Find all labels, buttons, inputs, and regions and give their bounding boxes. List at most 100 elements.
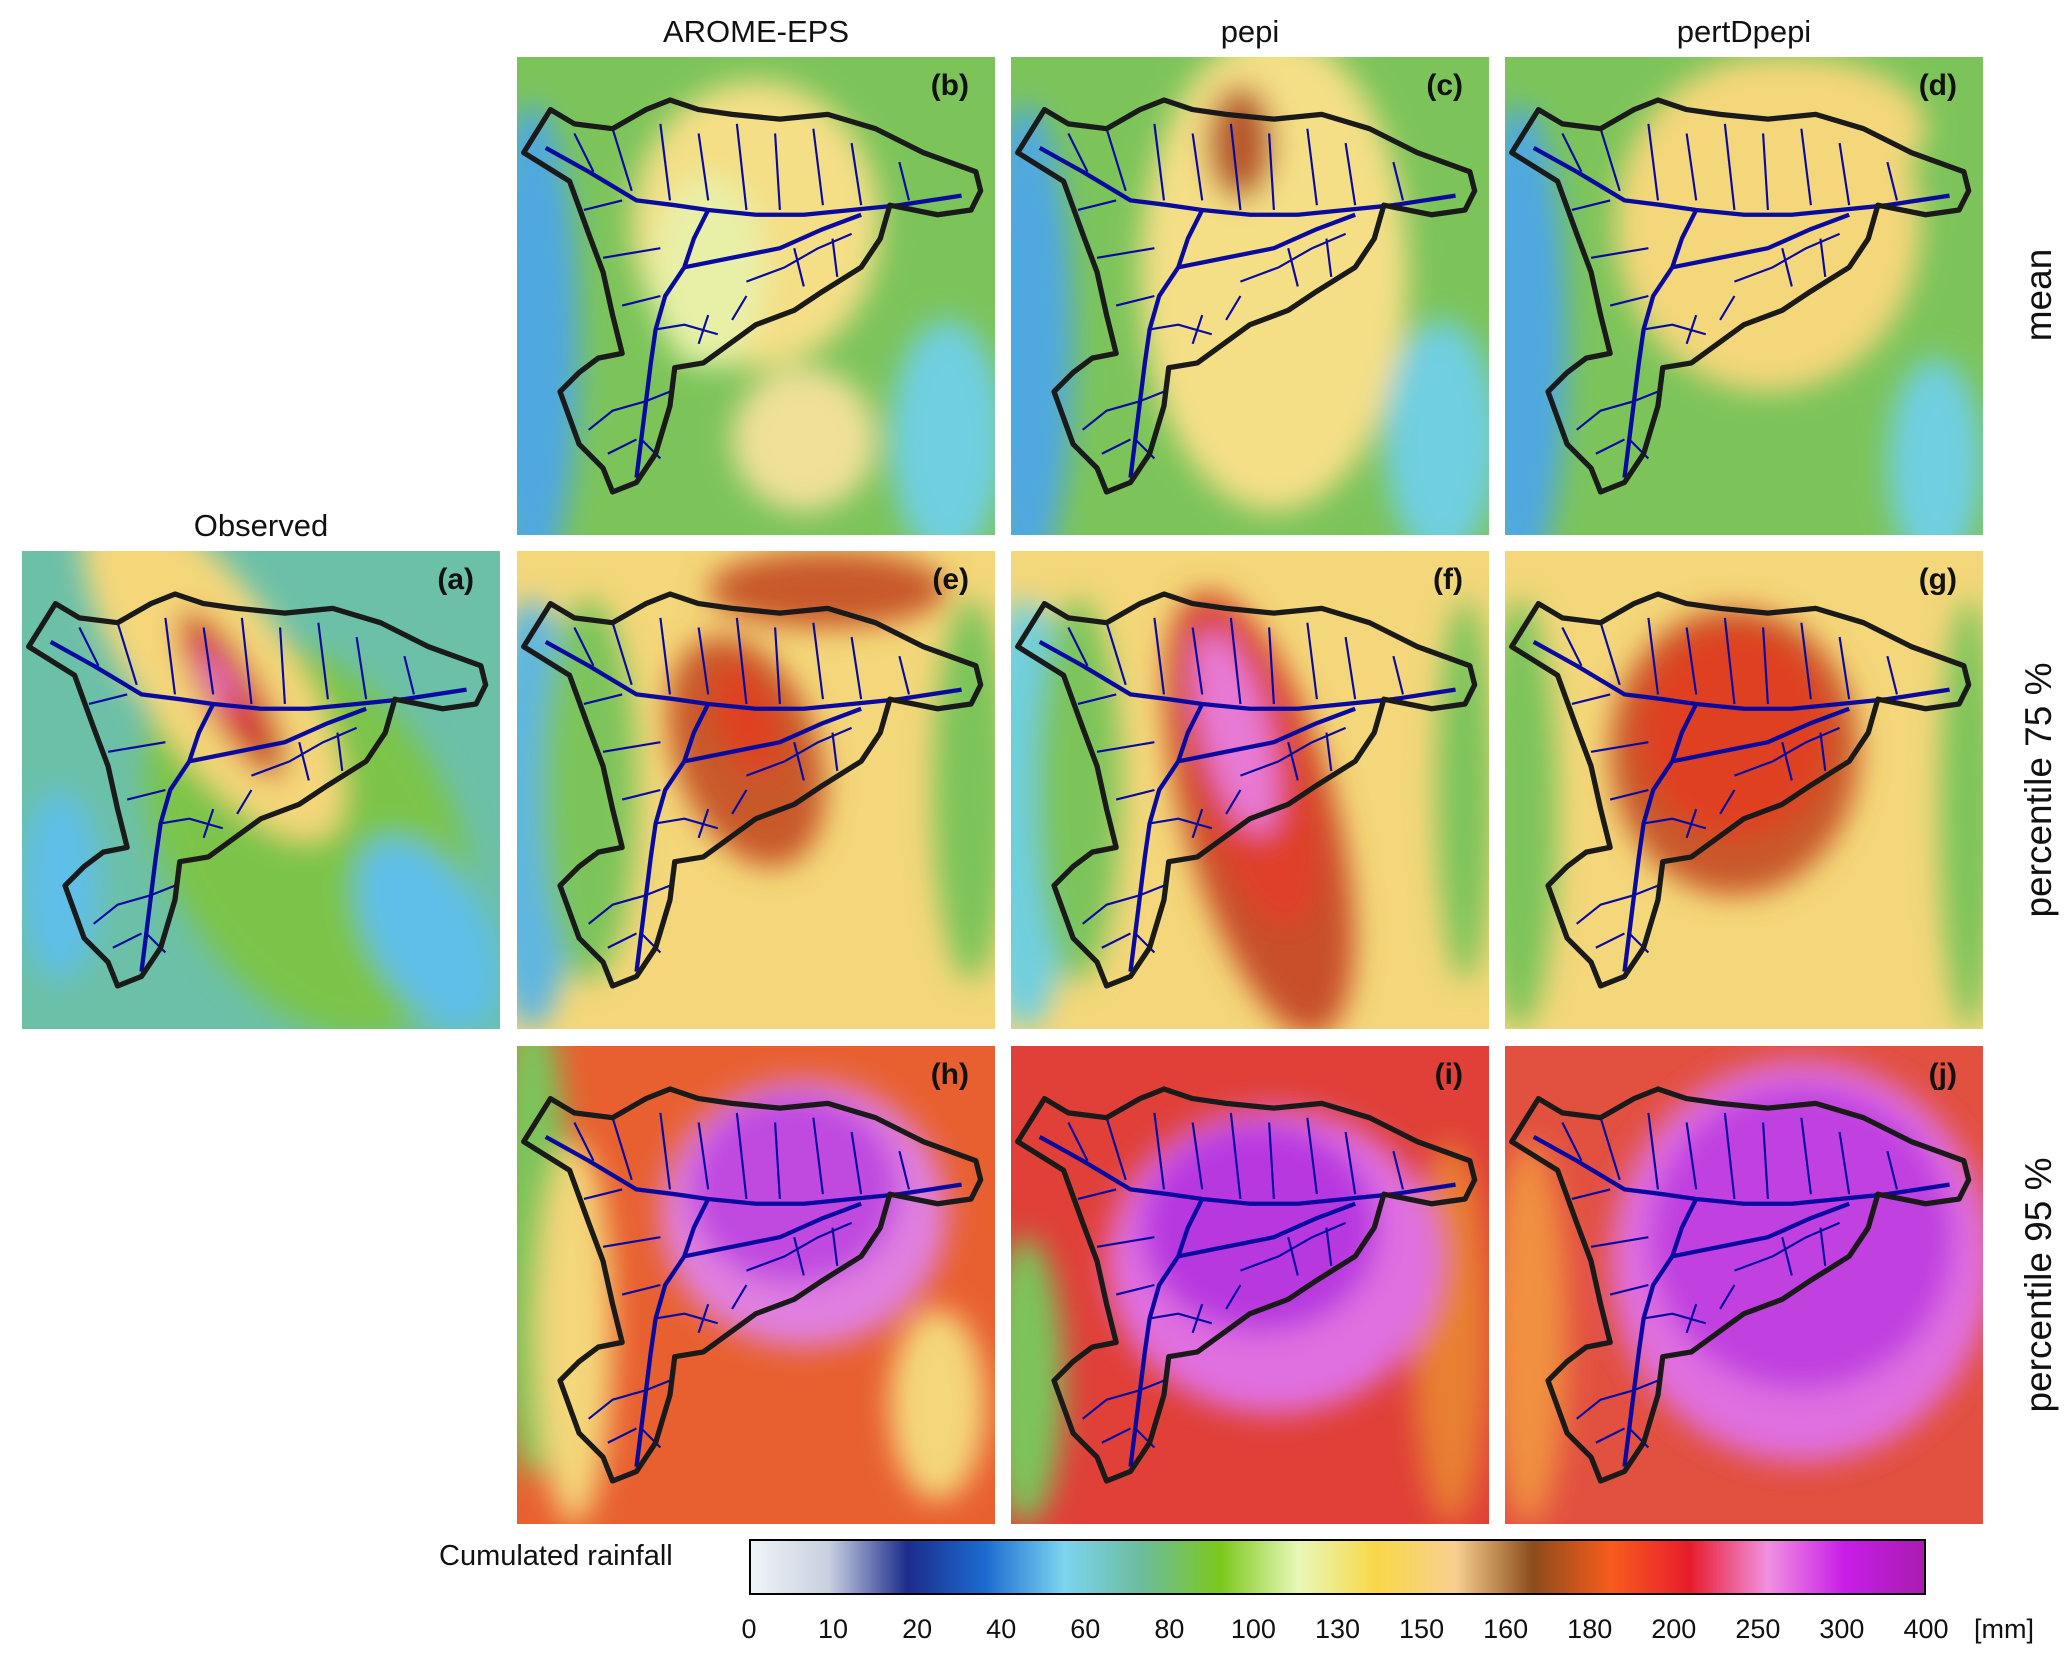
river-line <box>573 1121 595 1162</box>
column-title-pertdpepi: pertDpepi <box>1676 14 1812 49</box>
river-line <box>1561 626 1583 667</box>
river-line <box>1306 1117 1318 1195</box>
river-line <box>1139 390 1165 403</box>
catchment-outline <box>1509 1086 1972 1484</box>
river-line <box>1571 1188 1611 1201</box>
river-line <box>1105 128 1127 192</box>
panel-label: (i) <box>1434 1058 1463 1091</box>
colorbar-tick-label: 200 <box>1651 1614 1697 1644</box>
river-line <box>202 627 215 695</box>
catchment-outline <box>1015 97 1478 495</box>
river-line <box>1838 1131 1851 1195</box>
colorbar-unit: [mm] <box>1974 1614 2034 1644</box>
river-line <box>1633 884 1659 897</box>
river-line <box>1685 627 1698 695</box>
river-line <box>1128 208 1205 478</box>
river-line <box>1038 1134 1456 1206</box>
river-line <box>1344 142 1357 206</box>
river-line <box>1325 238 1333 278</box>
river-line <box>150 884 176 897</box>
river-line <box>1643 1312 1707 1325</box>
river-line <box>588 1389 647 1420</box>
river-line <box>697 1122 710 1190</box>
river-line <box>1325 1227 1333 1267</box>
river-line <box>1115 788 1155 801</box>
panel-g: (g) <box>1505 551 1983 1029</box>
river-line <box>793 741 805 781</box>
river-line <box>1177 706 1356 764</box>
river-line <box>1225 789 1242 815</box>
river-line <box>1838 636 1851 700</box>
colorbar-tick-label: 300 <box>1819 1614 1865 1644</box>
river-line <box>544 145 962 217</box>
river-line <box>202 808 215 839</box>
river-line <box>621 1283 661 1296</box>
river-line <box>1647 1112 1660 1190</box>
river-line <box>1734 726 1841 777</box>
river-line <box>735 1112 748 1200</box>
river-line <box>793 1236 805 1276</box>
river-line <box>812 622 824 700</box>
river-line <box>746 1221 853 1272</box>
colorbar-tick-label: 20 <box>902 1614 933 1644</box>
river-line <box>126 788 166 801</box>
river-line <box>1191 314 1204 345</box>
river-line <box>1719 1284 1736 1310</box>
river-line <box>697 808 710 839</box>
river-line <box>1191 808 1204 839</box>
rainfall-area <box>22 790 99 982</box>
river-line <box>898 1150 911 1190</box>
river-line <box>1590 247 1649 259</box>
river-line <box>1191 1303 1204 1334</box>
rainfall-field-blobs <box>517 1046 986 1524</box>
river-line <box>583 199 623 212</box>
river-line <box>634 208 711 478</box>
river-line <box>621 294 661 307</box>
colorbar-tick-label: 100 <box>1230 1614 1276 1644</box>
catchment-outline <box>1015 1086 1478 1484</box>
panel-label: (g) <box>1918 563 1957 596</box>
river-line <box>1819 1227 1827 1267</box>
river-line <box>236 789 253 815</box>
rainfall-field-blobs <box>1011 57 1489 535</box>
river-line <box>1077 693 1117 706</box>
river-line <box>1038 145 1456 217</box>
river-line <box>1240 1221 1347 1272</box>
column-title-pepi: pepi <box>1220 14 1280 49</box>
river-line <box>735 617 748 705</box>
river-line <box>850 142 863 206</box>
river-line <box>78 626 100 667</box>
river-line <box>1723 123 1736 211</box>
river-line <box>1719 789 1736 815</box>
river-line <box>1344 636 1357 700</box>
river-line <box>731 1284 748 1310</box>
river-line <box>611 1117 633 1181</box>
river-line <box>1590 1236 1649 1248</box>
river-line <box>1819 732 1827 772</box>
row-title-percentile-75: percentile 75 % <box>2018 662 2059 918</box>
panel-d: (d) <box>1505 57 1983 535</box>
panel-label: (e) <box>932 563 969 596</box>
colorbar-tick-label: 250 <box>1735 1614 1781 1644</box>
river-line <box>831 1227 839 1267</box>
panel-observed: (a) <box>22 551 500 1029</box>
river-line <box>583 693 623 706</box>
river-line <box>1571 693 1611 706</box>
river-line <box>812 1117 824 1195</box>
river-line <box>1643 817 1707 830</box>
colorbar-tick-label: 80 <box>1154 1614 1185 1644</box>
panel-label: (f) <box>1433 563 1463 596</box>
river-line <box>1595 932 1625 949</box>
river-line <box>1671 1201 1850 1259</box>
rainfall-map <box>1505 551 1983 1029</box>
river-line <box>1177 1201 1356 1259</box>
river-line <box>160 817 224 830</box>
river-line <box>1101 1427 1131 1444</box>
river-line <box>697 314 710 345</box>
column-title-arome-eps: AROME-EPS <box>662 14 850 49</box>
panel-c: (c) <box>1011 57 1489 535</box>
river-line <box>1590 741 1649 753</box>
river-line <box>1609 1283 1649 1296</box>
river-line <box>544 1134 962 1206</box>
river-line <box>336 732 344 772</box>
